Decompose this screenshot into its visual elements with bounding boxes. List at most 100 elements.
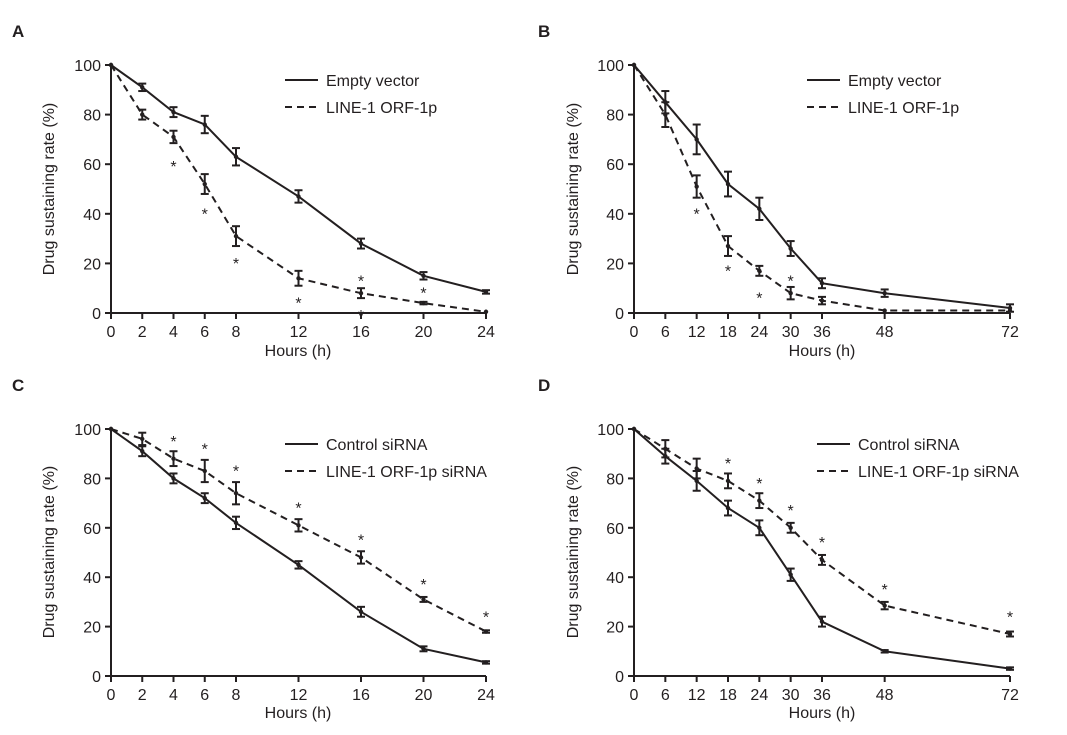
data-point	[358, 555, 364, 560]
y-axis-label: Drug sustaining rate (%)	[41, 466, 58, 639]
x-tick-label: 16	[352, 324, 370, 341]
x-tick-label: 24	[750, 324, 768, 341]
x-tick-label: 24	[477, 324, 495, 341]
data-point	[631, 426, 637, 432]
data-point	[663, 446, 668, 451]
x-axis-label: Hours (h)	[265, 343, 332, 360]
panel-letter: C	[12, 376, 24, 395]
y-tick-label: 80	[606, 108, 624, 125]
significance-star: *	[358, 273, 364, 290]
data-point	[1007, 666, 1013, 671]
y-tick-label: 20	[83, 256, 101, 273]
x-tick-label: 8	[232, 687, 241, 704]
data-point	[757, 206, 762, 212]
significance-star: *	[358, 533, 364, 550]
data-point	[882, 290, 887, 296]
x-tick-label: 6	[200, 324, 209, 341]
legend-label: LINE-1 ORF-1p	[848, 100, 959, 117]
x-tick-label: 48	[876, 324, 894, 341]
x-tick-label: 12	[688, 687, 706, 704]
x-tick-label: 18	[719, 324, 737, 341]
data-point	[882, 603, 887, 608]
significance-star: *	[882, 582, 888, 599]
legend-label: LINE-1 ORF-1p siRNA	[326, 464, 487, 481]
y-tick-label: 20	[606, 256, 624, 273]
y-tick-label: 40	[606, 570, 624, 587]
legend-label: Empty vector	[848, 73, 942, 90]
x-tick-label: 72	[1001, 687, 1019, 704]
x-tick-label: 8	[232, 324, 241, 341]
legend-label: Empty vector	[326, 73, 420, 90]
data-point	[819, 619, 825, 624]
x-axis-label: Hours (h)	[789, 343, 856, 360]
y-tick-label: 40	[83, 207, 101, 224]
data-point	[788, 525, 793, 530]
significance-star: *	[819, 535, 825, 552]
significance-star: *	[358, 308, 364, 325]
x-tick-label: 0	[107, 324, 116, 341]
data-point	[694, 466, 699, 471]
y-tick-label: 0	[92, 306, 101, 323]
x-tick-label: 2	[138, 687, 147, 704]
data-point	[694, 478, 699, 484]
x-tick-label: 36	[813, 324, 831, 341]
data-point	[108, 62, 114, 68]
data-point	[819, 281, 825, 286]
x-tick-label: 0	[630, 324, 639, 341]
y-tick-label: 80	[83, 471, 101, 488]
y-tick-label: 20	[83, 620, 101, 637]
data-point	[757, 498, 762, 503]
significance-star: *	[170, 434, 176, 451]
data-point	[421, 300, 426, 306]
y-tick-label: 80	[606, 471, 624, 488]
data-point	[631, 62, 637, 68]
significance-star: *	[725, 263, 731, 280]
y-tick-label: 20	[606, 620, 624, 637]
significance-star: *	[420, 577, 426, 594]
data-point	[140, 112, 145, 117]
panel-letter: B	[538, 22, 550, 41]
panel-letter: A	[12, 22, 24, 41]
data-point	[725, 243, 731, 249]
legend-label: LINE-1 ORF-1p	[326, 100, 437, 117]
data-point	[358, 609, 364, 614]
significance-star: *	[295, 501, 301, 518]
chart-panel-b	[628, 62, 1014, 319]
data-point	[725, 478, 731, 484]
significance-star: *	[788, 503, 794, 520]
x-tick-label: 0	[630, 687, 639, 704]
data-point	[882, 308, 887, 313]
data-point	[296, 523, 301, 528]
panel-letter: D	[538, 376, 550, 395]
significance-star: *	[788, 273, 794, 290]
x-tick-label: 30	[782, 687, 800, 704]
x-tick-label: 24	[477, 687, 495, 704]
significance-star: *	[295, 296, 301, 313]
data-point	[483, 309, 489, 314]
x-axis-label: Hours (h)	[265, 705, 332, 722]
data-point	[233, 233, 239, 239]
data-point	[140, 85, 145, 90]
data-point	[882, 649, 887, 654]
chart-panel-a	[105, 62, 490, 319]
data-point	[140, 436, 145, 442]
y-tick-label: 60	[83, 521, 101, 538]
y-tick-label: 100	[74, 58, 101, 75]
data-point	[171, 134, 176, 140]
significance-star: *	[420, 286, 426, 303]
data-point	[171, 109, 176, 115]
y-tick-label: 100	[74, 422, 101, 439]
data-point	[788, 572, 793, 577]
x-tick-label: 6	[661, 687, 670, 704]
data-point	[483, 629, 489, 634]
y-tick-label: 60	[606, 157, 624, 174]
data-point	[202, 468, 207, 474]
y-tick-label: 60	[606, 521, 624, 538]
y-tick-label: 60	[83, 157, 101, 174]
x-tick-label: 30	[782, 324, 800, 341]
y-axis-label: Drug sustaining rate (%)	[41, 103, 58, 276]
x-tick-label: 18	[719, 687, 737, 704]
x-tick-label: 0	[107, 687, 116, 704]
significance-star: *	[233, 256, 239, 273]
